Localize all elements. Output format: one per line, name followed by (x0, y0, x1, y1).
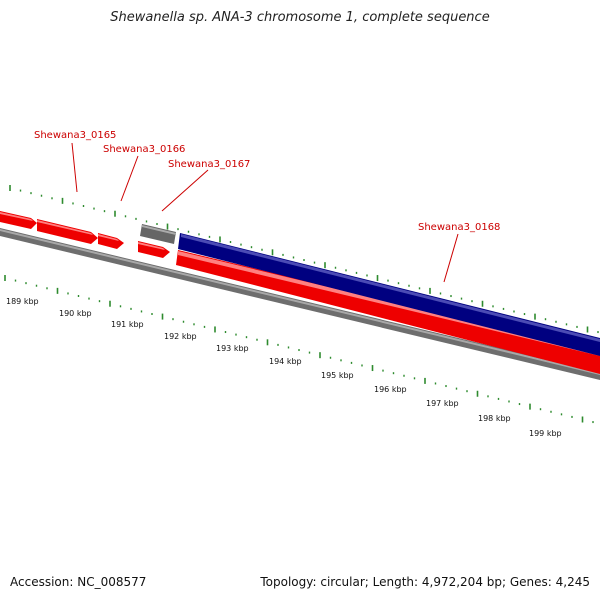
map-title: Shewanella sp. ANA-3 chromosome 1, compl… (110, 10, 490, 25)
other-feature (140, 224, 176, 244)
kbp-label: 199 kbp (529, 429, 562, 438)
kbp-label: 197 kbp (426, 399, 459, 408)
topology-summary: Topology: circular; Length: 4,972,204 bp… (260, 575, 590, 589)
kbp-label: 195 kbp (321, 371, 354, 380)
kbp-label: 189 kbp (6, 297, 39, 306)
kbp-label: 193 kbp (216, 344, 249, 353)
gene-forward-large[interactable] (176, 250, 600, 374)
kbp-label: 194 kbp (269, 357, 302, 366)
gene-label-shewana3-0167[interactable]: Shewana3_0167 (168, 159, 250, 170)
kbp-label: 192 kbp (164, 332, 197, 341)
gene-shewana3-0168[interactable] (178, 233, 600, 356)
gene-label-shewana3-0166[interactable]: Shewana3_0166 (103, 144, 185, 155)
label-leaders (71, 142, 459, 283)
kbp-label: 191 kbp (111, 320, 144, 329)
reverse-strand-genes (178, 233, 600, 356)
kbp-label: 196 kbp (374, 385, 407, 394)
kbp-label: 190 kbp (59, 309, 92, 318)
sequence-backbone (0, 228, 600, 380)
accession-text: Accession: NC_008577 (10, 575, 147, 589)
kbp-label: 198 kbp (478, 414, 511, 423)
kbp-scale-labels: 189 kbp 190 kbp 191 kbp 192 kbp 193 kbp … (6, 297, 562, 438)
outer-tick-ruler (9, 185, 599, 334)
gene-label-shewana3-0168[interactable]: Shewana3_0168 (418, 222, 500, 233)
inner-tick-ruler (4, 275, 594, 424)
gene-label-shewana3-0165[interactable]: Shewana3_0165 (34, 130, 116, 141)
forward-strand-genes (0, 211, 600, 374)
